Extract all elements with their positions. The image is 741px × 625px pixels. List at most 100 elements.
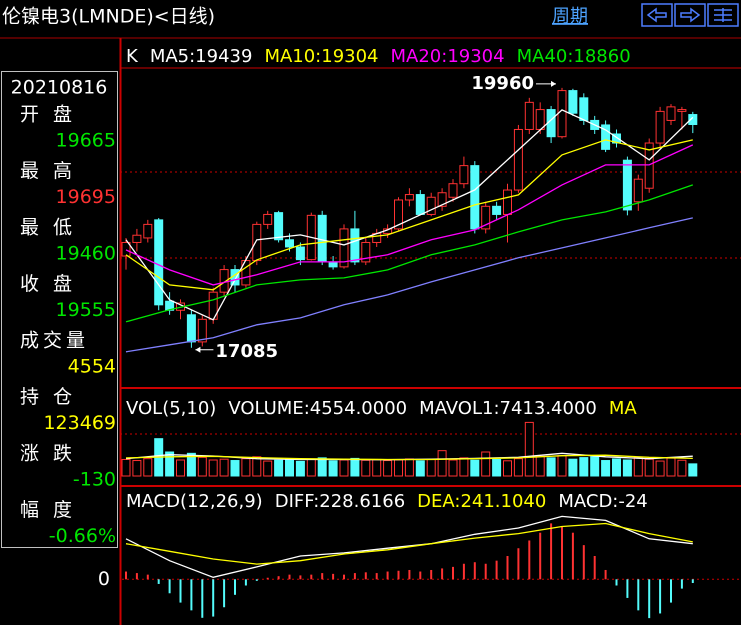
volume-bar: [285, 458, 294, 477]
legend-entry: K: [126, 46, 139, 67]
info-label: 成交量: [20, 330, 89, 352]
candle-body: [677, 109, 687, 112]
volume-bar: [176, 459, 185, 477]
arrow-head: [551, 80, 556, 87]
ma-line: [125, 217, 693, 353]
info-label: 幅 度: [20, 499, 76, 521]
ma-line: [125, 144, 694, 286]
volume-bar: [306, 458, 316, 477]
volume-bar: [688, 463, 698, 477]
volume-bar: [590, 456, 600, 477]
volume-bar: [263, 460, 273, 477]
candle-body: [481, 205, 491, 230]
volume-bar: [197, 456, 207, 477]
legend-entry: MACD(12,26,9): [126, 491, 263, 512]
candle-body: [633, 178, 643, 203]
candle-body: [524, 101, 534, 130]
candle-body: [503, 189, 512, 215]
period-button[interactable]: 周期: [552, 6, 588, 27]
legend-entry: DIFF:228.6166: [275, 491, 405, 512]
info-value: 19555: [56, 299, 116, 321]
candle-body: [274, 212, 284, 241]
candle-body: [492, 205, 502, 215]
candle-body: [470, 165, 480, 230]
volume-bar: [557, 455, 567, 477]
candle-body: [426, 196, 436, 215]
volume-bar: [612, 458, 621, 477]
candle-body: [459, 165, 469, 185]
info-label: 涨 跌: [20, 443, 76, 465]
arrow-head: [195, 346, 201, 353]
legend-entry: MA: [609, 398, 638, 419]
nav-left[interactable]: [641, 3, 673, 27]
info-value: -130: [73, 469, 116, 491]
high-label: 19960: [471, 73, 534, 94]
nav-menu[interactable]: [707, 3, 739, 27]
info-value: 19460: [56, 243, 116, 265]
legend-entry: MACD:-24: [558, 491, 647, 512]
candle-body: [557, 90, 567, 138]
nav-right-icon: [680, 7, 701, 23]
volume-bar: [601, 460, 611, 477]
ma-line: [125, 454, 693, 461]
info-value: 19695: [56, 186, 116, 208]
volume-bar: [470, 459, 480, 477]
candle-body: [328, 261, 338, 268]
ma-line: [125, 184, 694, 323]
volume-bar: [546, 457, 556, 477]
info-label: 最 低: [20, 217, 76, 239]
volume-bar: [252, 456, 262, 477]
candle-body: [666, 106, 676, 121]
candle-body: [415, 194, 425, 215]
volume-bar: [535, 455, 545, 477]
info-label: 持 仓: [20, 386, 76, 408]
nav-buttons: [641, 3, 739, 27]
ma-line: [125, 515, 693, 578]
volume-bar: [677, 459, 687, 477]
volume-bar: [241, 458, 251, 477]
info-value: 123469: [43, 412, 116, 434]
candle-body: [197, 318, 207, 343]
candle-body: [263, 213, 273, 225]
y-tick-label: 0: [98, 568, 110, 590]
info-value: -0.66%: [49, 525, 116, 547]
legend-entry: VOL(5,10): [126, 398, 216, 419]
info-box: [1, 71, 118, 548]
candle-body: [252, 223, 262, 262]
volume-bar: [633, 456, 643, 477]
volume-bar: [426, 458, 436, 477]
volume-bar: [394, 459, 403, 477]
volume-bar: [383, 460, 393, 477]
info-date: 20210816: [11, 77, 108, 99]
nav-left-icon: [646, 7, 667, 23]
volume-bar: [666, 457, 676, 477]
volume-bar: [121, 458, 131, 477]
legend-entry: MA10:19304: [264, 46, 378, 67]
volume-bar: [644, 458, 654, 477]
volume-bar: [437, 450, 447, 477]
volume-bar: [361, 459, 371, 477]
legend-entry: MAVOL1:7413.4000: [419, 398, 597, 419]
volume-bar: [317, 457, 327, 477]
low-label: 17085: [215, 341, 278, 362]
candle-body: [568, 90, 578, 114]
ma-line: [125, 109, 694, 321]
candle-body: [154, 219, 164, 306]
volume-bar: [524, 421, 534, 477]
candle-body: [295, 246, 305, 261]
volume-bar: [132, 460, 142, 477]
volume-bar: [186, 452, 196, 477]
nav-right[interactable]: [674, 3, 706, 27]
candle-body: [655, 110, 665, 144]
candle-body: [361, 241, 371, 263]
candle-body: [143, 223, 153, 239]
legend-entry: VOLUME:4554.0000: [228, 398, 407, 419]
volume-bar: [339, 459, 349, 477]
volume-bar: [165, 451, 175, 477]
volume-bar: [230, 460, 240, 477]
info-value: 19665: [56, 130, 116, 152]
info-label: 最 高: [20, 160, 76, 182]
volume-bar: [219, 458, 229, 477]
